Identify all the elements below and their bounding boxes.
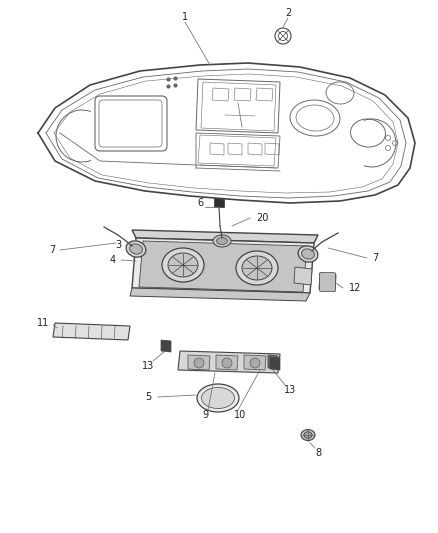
Polygon shape	[216, 355, 238, 370]
Polygon shape	[294, 267, 312, 285]
Circle shape	[194, 358, 204, 368]
Ellipse shape	[197, 384, 239, 412]
Ellipse shape	[126, 241, 146, 257]
Ellipse shape	[298, 246, 318, 262]
Ellipse shape	[304, 432, 312, 438]
FancyBboxPatch shape	[319, 272, 336, 292]
Polygon shape	[319, 273, 336, 291]
Text: 13: 13	[284, 385, 296, 395]
Text: 1: 1	[182, 12, 188, 22]
Text: 13: 13	[142, 361, 154, 371]
Polygon shape	[268, 355, 278, 369]
Text: 10: 10	[234, 410, 246, 420]
Text: 6: 6	[197, 198, 203, 208]
Ellipse shape	[301, 430, 315, 440]
Ellipse shape	[168, 253, 198, 277]
Polygon shape	[139, 241, 307, 292]
Polygon shape	[214, 198, 224, 207]
Polygon shape	[132, 238, 314, 293]
Text: 8: 8	[315, 448, 321, 458]
Text: 5: 5	[145, 392, 151, 402]
Ellipse shape	[201, 387, 234, 408]
Ellipse shape	[162, 248, 204, 282]
Circle shape	[222, 358, 232, 368]
Polygon shape	[53, 323, 130, 340]
Polygon shape	[188, 355, 210, 370]
Polygon shape	[270, 357, 280, 370]
Text: 20: 20	[256, 213, 268, 223]
Text: 9: 9	[202, 410, 208, 420]
Polygon shape	[161, 340, 171, 352]
Ellipse shape	[242, 256, 272, 280]
Polygon shape	[132, 230, 318, 243]
Ellipse shape	[216, 238, 227, 245]
Ellipse shape	[302, 249, 314, 259]
Text: 7: 7	[372, 253, 378, 263]
Text: 4: 4	[110, 255, 116, 265]
Text: 3: 3	[115, 240, 121, 250]
Polygon shape	[178, 351, 280, 373]
Polygon shape	[130, 288, 310, 301]
Text: 2: 2	[285, 8, 291, 18]
Ellipse shape	[130, 244, 142, 254]
Polygon shape	[244, 355, 266, 370]
Text: 11: 11	[37, 318, 49, 328]
Ellipse shape	[236, 251, 278, 285]
Text: 12: 12	[349, 283, 361, 293]
Circle shape	[250, 358, 260, 368]
Ellipse shape	[213, 235, 231, 247]
Text: 7: 7	[49, 245, 55, 255]
